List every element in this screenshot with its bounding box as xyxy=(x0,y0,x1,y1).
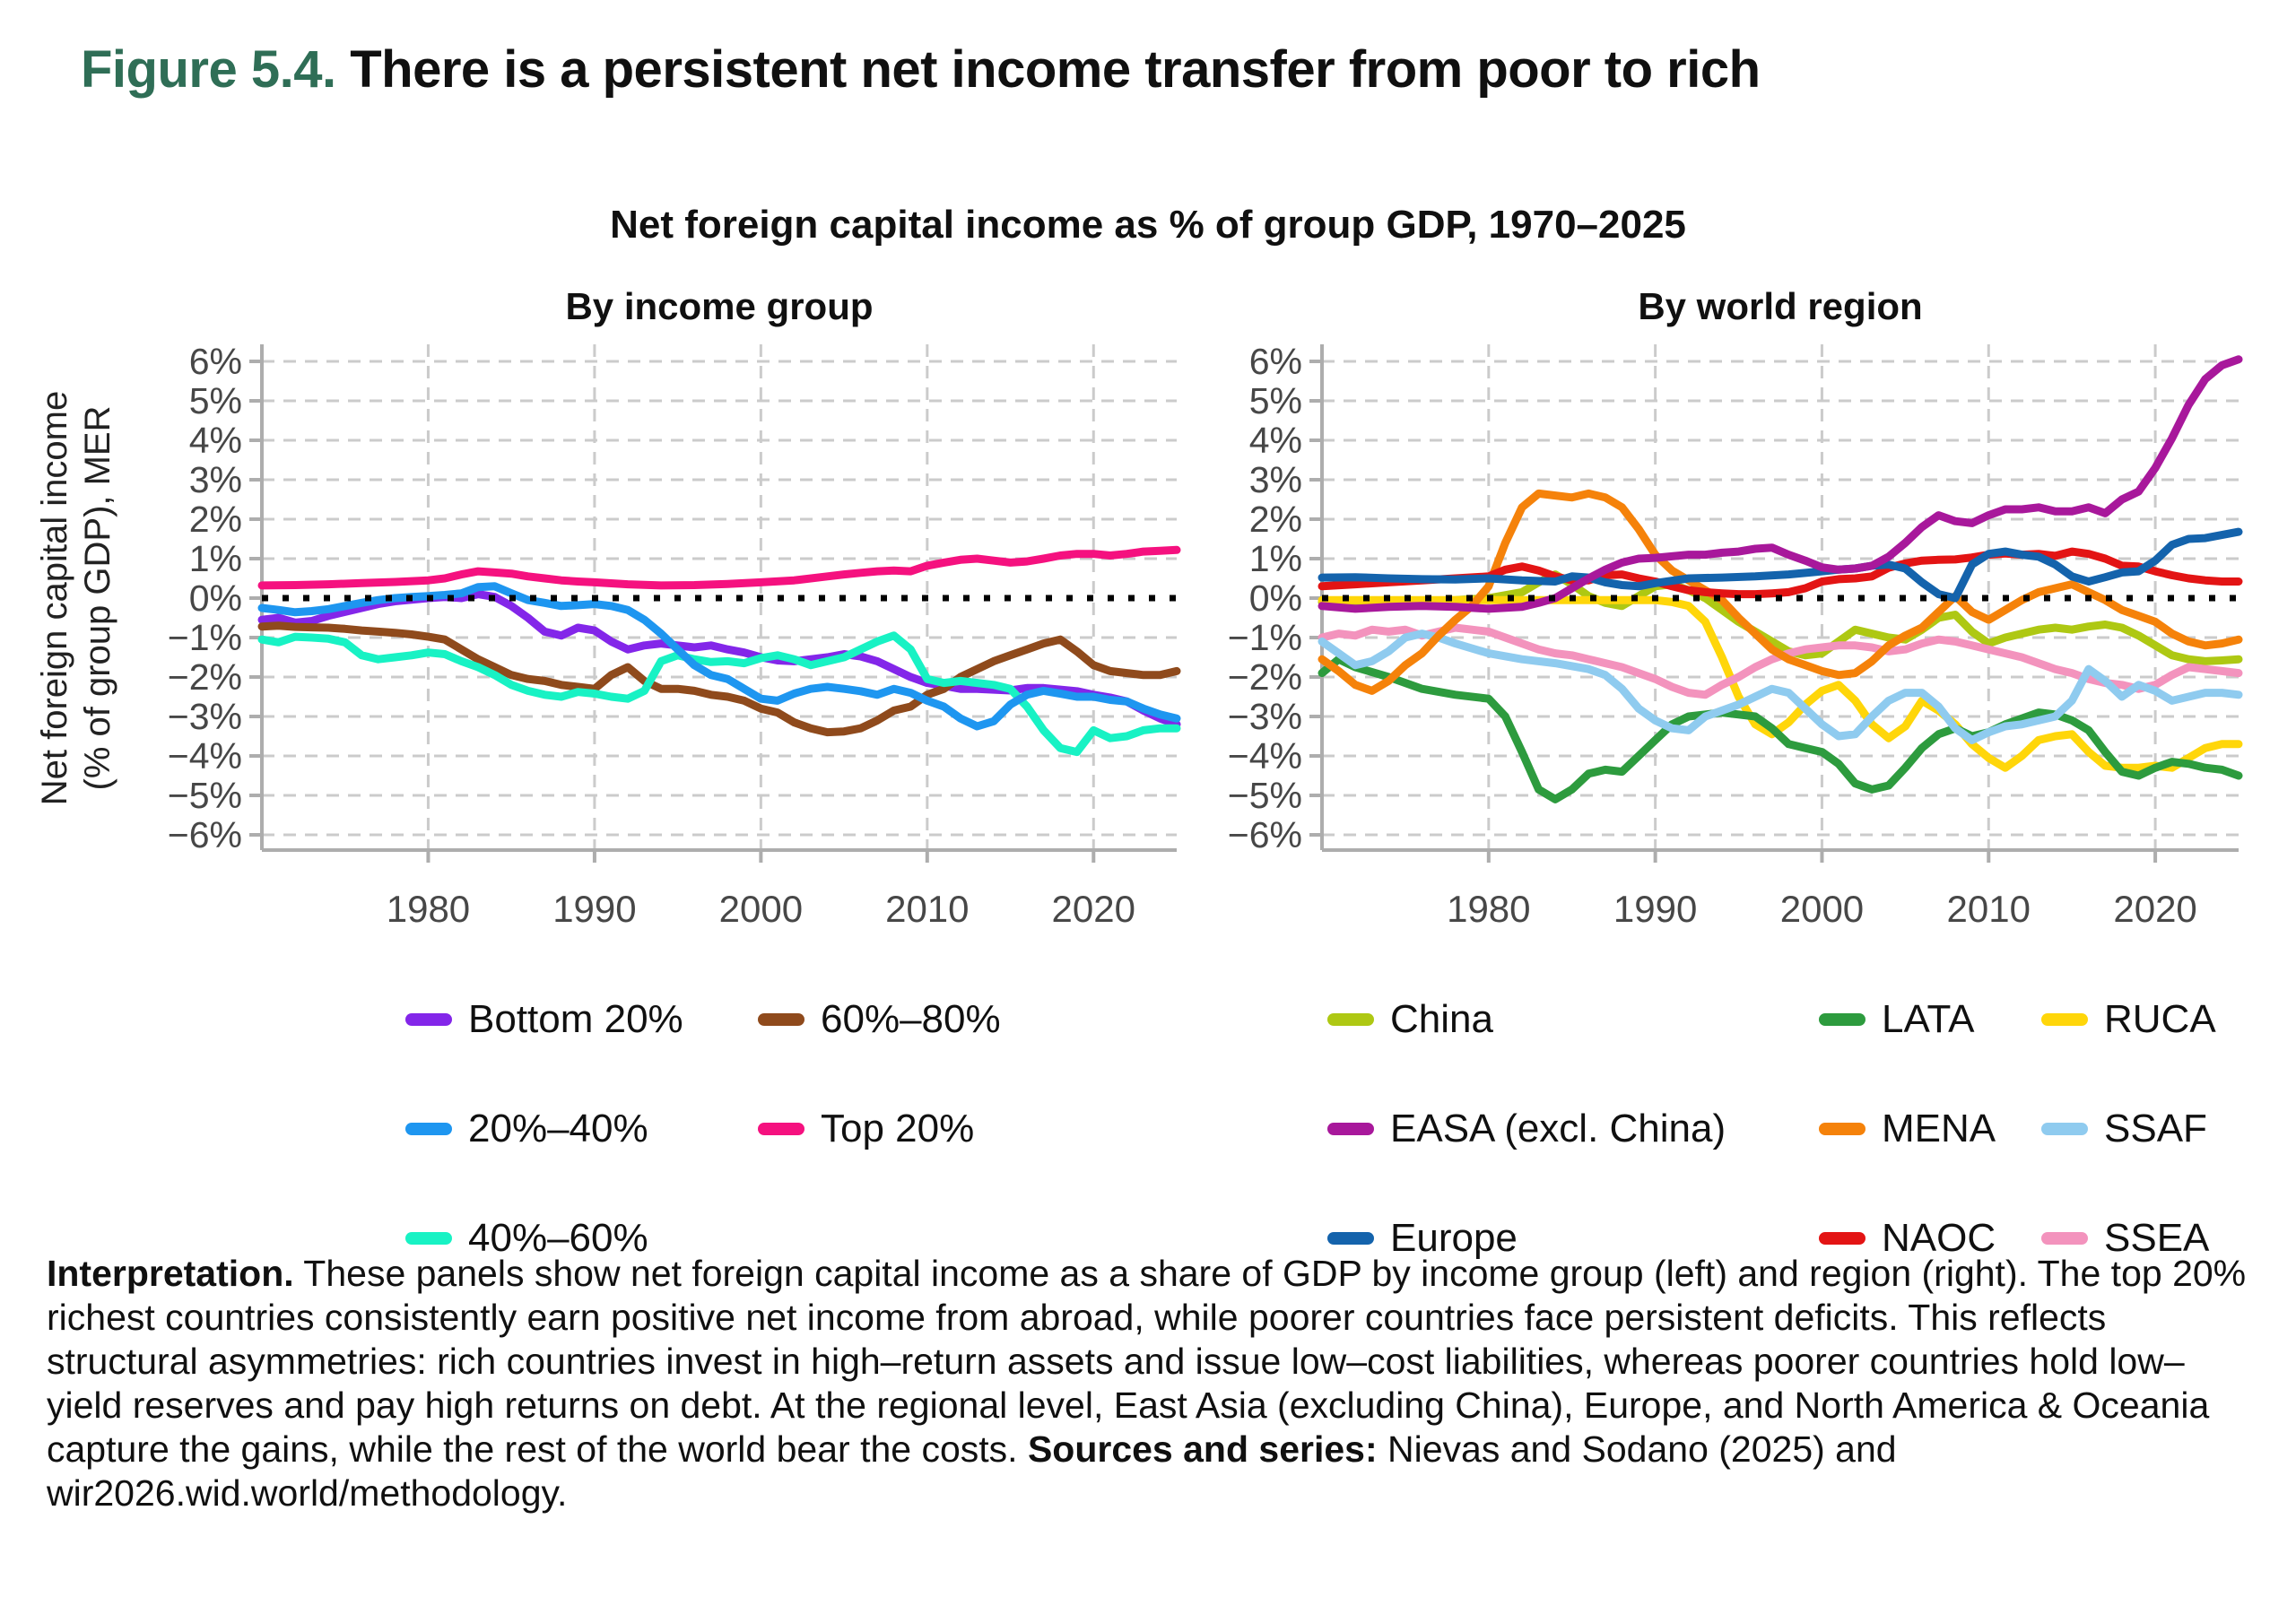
by-income-group-panel: 6%5%4%3%2%1%0%−1%−2%−3%−4%−5%−6% 1980 1990… xyxy=(168,341,1181,930)
y-tick-label: −2% xyxy=(1228,656,1302,698)
sources-text: Nievas and Sodano (2025) and wir2026.wid… xyxy=(47,1428,1897,1514)
y-tick-label: 2% xyxy=(189,499,242,540)
by-world-region-panel: 6%5%4%3%2%1%0%−1%−2%−3%−4%−5%−6% 1980 1990… xyxy=(1228,341,2243,930)
series-line-top-20 xyxy=(257,545,1181,590)
y-tick-label: 0% xyxy=(1249,577,1302,619)
x-tick-label: 2010 xyxy=(1947,888,2031,930)
sources-label: Sources and series: xyxy=(1027,1428,1378,1470)
series-line-40-60 xyxy=(257,631,1181,757)
interpretation-paragraph: Interpretation. These panels show net fo… xyxy=(47,1252,2258,1515)
y-tick-label: 3% xyxy=(189,459,242,500)
series-line-europe xyxy=(1318,527,2243,603)
y-tick-label: 5% xyxy=(189,380,242,421)
y-tick-label: 4% xyxy=(1249,420,1302,461)
y-tick-label: 5% xyxy=(1249,380,1302,421)
series-line-naoc xyxy=(1318,547,2243,599)
y-tick-label: 2% xyxy=(1249,499,1302,540)
y-tick-label: 6% xyxy=(189,341,242,382)
y-tick-label: −4% xyxy=(1228,735,1302,777)
y-tick-label: −2% xyxy=(168,656,242,698)
y-tick-label: 4% xyxy=(189,420,242,461)
chart-subtitle: Net foreign capital income as % of group… xyxy=(610,203,1686,247)
x-tick-label: 2020 xyxy=(2113,888,2196,930)
series-line-ruca xyxy=(1318,595,2243,772)
panel-title-income-group: By income group xyxy=(565,285,874,327)
figure-header: Figure 5.4. There is a persistent net in… xyxy=(81,39,1761,100)
series-line-ssaf xyxy=(1318,629,2243,744)
y-tick-label: 1% xyxy=(1249,538,1302,579)
y-tick-label: 0% xyxy=(189,577,242,619)
interpretation-body: These panels show net foreign capital in… xyxy=(47,1253,2247,1470)
series-line-mena xyxy=(1318,489,2243,695)
x-tick-label: 2000 xyxy=(1780,888,1864,930)
y-tick-label: −5% xyxy=(1228,775,1302,816)
x-tick-label: 1980 xyxy=(387,888,470,930)
y-axis-title-line-2: (% of group GDP), MER xyxy=(78,405,117,790)
series-line-lata xyxy=(1318,655,2243,803)
x-tick-label: 2010 xyxy=(885,888,969,930)
y-tick-label: −3% xyxy=(168,696,242,737)
y-tick-label: −6% xyxy=(1228,814,1302,855)
x-tick-label: 1990 xyxy=(552,888,636,930)
figure-number-label: Figure 5.4. xyxy=(81,40,336,99)
y-tick-label: −3% xyxy=(1228,696,1302,737)
series-line-easa-excl-china xyxy=(1318,355,2243,613)
panel-title-world-region: By world region xyxy=(1638,285,1923,327)
y-tick-label: −4% xyxy=(168,735,242,777)
y-tick-label: −1% xyxy=(168,617,242,658)
y-axis-title-line-1: Net foreign capital income xyxy=(35,391,74,805)
x-tick-label: 2000 xyxy=(719,888,803,930)
y-tick-label: −1% xyxy=(1228,617,1302,658)
x-tick-label: 1980 xyxy=(1447,888,1530,930)
y-tick-label: −5% xyxy=(168,775,242,816)
y-tick-label: 3% xyxy=(1249,459,1302,500)
interpretation-heading: Interpretation. xyxy=(47,1253,294,1294)
x-tick-label: 1990 xyxy=(1613,888,1697,930)
x-tick-label: 2020 xyxy=(1052,888,1135,930)
y-tick-label: −6% xyxy=(168,814,242,855)
series-line-20-40 xyxy=(257,582,1181,731)
series-line-60-80 xyxy=(257,621,1181,737)
figure-title: There is a persistent net income transfe… xyxy=(350,40,1761,99)
y-tick-label: 6% xyxy=(1249,341,1302,382)
y-tick-label: 1% xyxy=(189,538,242,579)
